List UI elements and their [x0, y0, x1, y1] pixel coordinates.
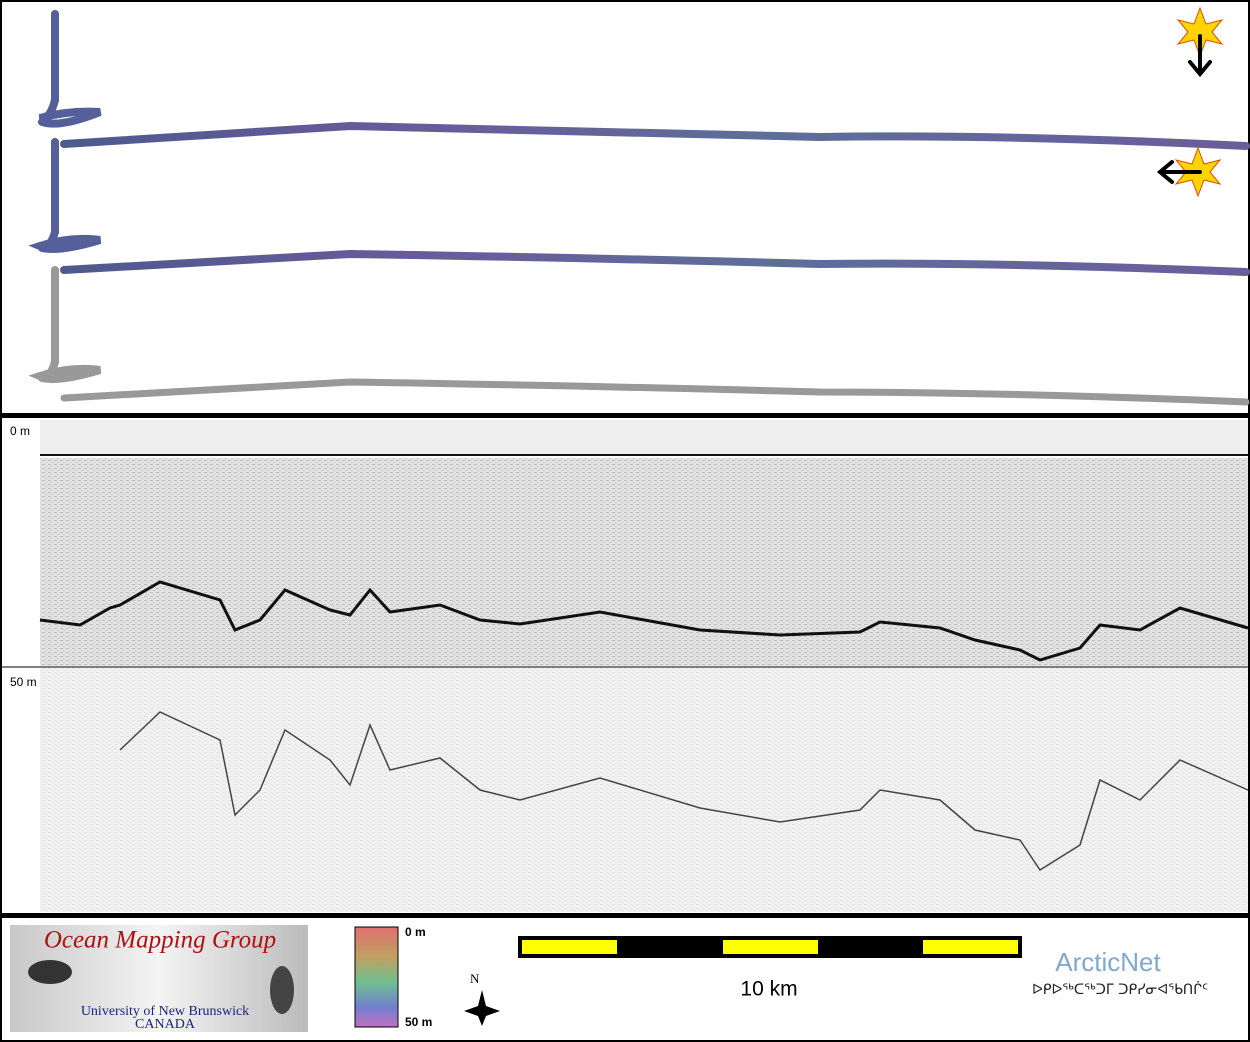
divider [0, 913, 1250, 918]
footer: Ocean Mapping Group University of New Br… [10, 925, 1208, 1032]
logo-image [270, 966, 294, 1014]
seabed-multiple [119, 711, 1249, 872]
swath-hook [28, 138, 102, 253]
colorbar-label: 0 m [405, 925, 426, 939]
swath [60, 121, 1250, 150]
scale-segment [522, 940, 617, 954]
swath [60, 249, 1250, 276]
scale-segment [923, 940, 1018, 954]
logo-text: University of New Brunswick [81, 1004, 249, 1019]
echo-noise [40, 458, 1248, 666]
partner-syllabics: ᐅᑭᐅᖅᑕᖅᑐᒥ ᑐᑭᓯᓂᐊᖃᑎᒌᑦ [1032, 981, 1208, 998]
echo-noise [40, 668, 1248, 912]
colorbar-label: 50 m [405, 1015, 432, 1029]
depth-label: 0 m [10, 424, 30, 438]
depth-label: 50 m [10, 675, 37, 689]
swath-hook [38, 10, 102, 128]
swath [60, 378, 1250, 406]
north-arrow [464, 990, 500, 1026]
echogram: 0 m 50 m [2, 418, 1249, 914]
arrow [1188, 34, 1212, 78]
swath-map [28, 6, 1250, 406]
logo-text: CANADA [135, 1017, 196, 1032]
divider [0, 413, 1250, 418]
north-label: N [470, 971, 480, 986]
scale-segment [723, 940, 818, 954]
partner-logo: ArcticNet [1055, 947, 1161, 977]
logo-title: Ocean Mapping Group [44, 927, 276, 954]
scale-label: 10 km [740, 978, 797, 1001]
arrow [1156, 160, 1202, 184]
colorbar [354, 926, 399, 1028]
swath-hook [28, 266, 102, 383]
logo-image [28, 960, 72, 984]
water-surface [40, 420, 1248, 454]
seabed-trace [39, 580, 1249, 662]
